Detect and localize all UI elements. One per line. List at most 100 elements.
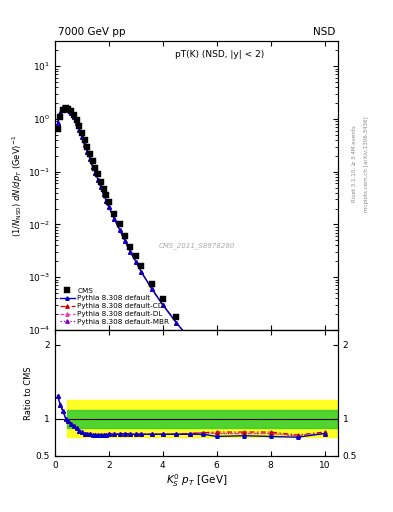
Pythia 8.308 default-MBR bbox=[268, 419, 273, 425]
Pythia 8.308 default bbox=[123, 238, 127, 244]
Pythia 8.308 default-MBR bbox=[85, 149, 90, 155]
Pythia 8.308 default-DL bbox=[187, 336, 192, 342]
Pythia 8.308 default-CD bbox=[80, 134, 84, 140]
Pythia 8.308 default-DL bbox=[66, 106, 71, 113]
Pythia 8.308 default-CD bbox=[72, 114, 76, 120]
Pythia 8.308 default-DL bbox=[139, 269, 143, 275]
Pythia 8.308 default-CD bbox=[107, 204, 111, 210]
CMS bbox=[150, 281, 154, 287]
Pythia 8.308 default-CD bbox=[61, 104, 66, 111]
Pythia 8.308 default bbox=[66, 106, 71, 113]
Pythia 8.308 default-MBR bbox=[139, 269, 143, 275]
Pythia 8.308 default-MBR bbox=[134, 259, 138, 265]
CMS bbox=[268, 414, 273, 420]
Pythia 8.308 default-DL bbox=[322, 477, 327, 483]
Pythia 8.308 default-DL bbox=[241, 395, 246, 401]
CMS bbox=[139, 263, 143, 269]
Pythia 8.308 default-DL bbox=[72, 114, 76, 120]
Pythia 8.308 default-MBR bbox=[55, 119, 60, 125]
Pythia 8.308 default-DL bbox=[74, 120, 79, 126]
Bar bbox=[67, 410, 338, 428]
Pythia 8.308 default-CD bbox=[69, 110, 73, 116]
Pythia 8.308 default bbox=[214, 368, 219, 374]
Pythia 8.308 default-CD bbox=[101, 191, 106, 197]
CMS bbox=[241, 390, 246, 396]
Text: CMS_2011_S8978280: CMS_2011_S8978280 bbox=[158, 242, 235, 249]
Pythia 8.308 default-CD bbox=[118, 227, 122, 233]
CMS bbox=[63, 105, 68, 111]
Pythia 8.308 default-MBR bbox=[99, 184, 103, 190]
Text: Rivet 3.1.10, ≥ 3.4M events: Rivet 3.1.10, ≥ 3.4M events bbox=[352, 125, 357, 202]
Pythia 8.308 default-MBR bbox=[88, 156, 92, 162]
CMS bbox=[104, 192, 108, 198]
Pythia 8.308 default bbox=[69, 110, 73, 116]
Pythia 8.308 default-CD bbox=[295, 444, 300, 450]
Pythia 8.308 default-DL bbox=[128, 249, 133, 255]
CMS bbox=[69, 108, 73, 114]
Pythia 8.308 default-CD bbox=[88, 156, 92, 162]
CMS bbox=[214, 361, 219, 368]
Pythia 8.308 default bbox=[74, 120, 79, 126]
Pythia 8.308 default-MBR bbox=[201, 352, 206, 358]
Pythia 8.308 default bbox=[104, 198, 108, 204]
Line: Pythia 8.308 default-MBR: Pythia 8.308 default-MBR bbox=[56, 105, 326, 482]
Pythia 8.308 default bbox=[112, 216, 117, 222]
Pythia 8.308 default-MBR bbox=[150, 286, 154, 292]
CMS bbox=[128, 244, 133, 250]
Pythia 8.308 default bbox=[101, 191, 106, 197]
Pythia 8.308 default-DL bbox=[134, 259, 138, 265]
CMS bbox=[74, 117, 79, 123]
Pythia 8.308 default-MBR bbox=[187, 336, 192, 342]
Pythia 8.308 default-CD bbox=[139, 269, 143, 275]
Pythia 8.308 default bbox=[96, 177, 101, 183]
Pythia 8.308 default-MBR bbox=[58, 110, 63, 116]
Pythia 8.308 default-CD bbox=[160, 302, 165, 308]
Y-axis label: Ratio to CMS: Ratio to CMS bbox=[24, 366, 33, 420]
Pythia 8.308 default-CD bbox=[112, 216, 117, 222]
Pythia 8.308 default-DL bbox=[69, 110, 73, 116]
Text: 7000 GeV pp: 7000 GeV pp bbox=[58, 27, 125, 37]
CMS bbox=[77, 123, 82, 130]
CMS bbox=[123, 233, 127, 239]
Pythia 8.308 default-CD bbox=[82, 142, 87, 148]
Pythia 8.308 default-CD bbox=[66, 106, 71, 113]
Line: Pythia 8.308 default: Pythia 8.308 default bbox=[56, 105, 326, 482]
Pythia 8.308 default bbox=[295, 445, 300, 451]
Pythia 8.308 default-DL bbox=[118, 227, 122, 233]
Pythia 8.308 default bbox=[160, 302, 165, 308]
Pythia 8.308 default bbox=[58, 110, 63, 116]
Pythia 8.308 default bbox=[80, 134, 84, 140]
Pythia 8.308 default bbox=[72, 114, 76, 120]
CMS bbox=[80, 130, 84, 136]
Text: NSD: NSD bbox=[313, 27, 335, 37]
Pythia 8.308 default-MBR bbox=[96, 177, 101, 183]
Pythia 8.308 default-DL bbox=[96, 177, 101, 183]
Bar bbox=[67, 400, 338, 437]
Pythia 8.308 default-MBR bbox=[101, 191, 106, 197]
Pythia 8.308 default bbox=[63, 105, 68, 111]
Pythia 8.308 default-MBR bbox=[80, 134, 84, 140]
Pythia 8.308 default-DL bbox=[201, 352, 206, 358]
Pythia 8.308 default-DL bbox=[160, 302, 165, 308]
Pythia 8.308 default-CD bbox=[55, 119, 60, 125]
Pythia 8.308 default bbox=[93, 170, 98, 176]
Pythia 8.308 default-DL bbox=[107, 204, 111, 210]
Pythia 8.308 default bbox=[241, 396, 246, 402]
Pythia 8.308 default-DL bbox=[214, 367, 219, 373]
CMS bbox=[107, 199, 111, 205]
CMS bbox=[160, 296, 165, 303]
Pythia 8.308 default-MBR bbox=[74, 120, 79, 126]
CMS bbox=[90, 158, 95, 164]
CMS bbox=[112, 210, 117, 217]
Pythia 8.308 default-CD bbox=[214, 366, 219, 372]
Pythia 8.308 default-DL bbox=[55, 119, 60, 125]
Pythia 8.308 default-MBR bbox=[66, 106, 71, 113]
Pythia 8.308 default-CD bbox=[90, 163, 95, 169]
Pythia 8.308 default-DL bbox=[174, 319, 179, 326]
Pythia 8.308 default bbox=[61, 104, 66, 111]
CMS bbox=[61, 106, 66, 113]
Pythia 8.308 default bbox=[268, 421, 273, 427]
CMS bbox=[134, 253, 138, 259]
Pythia 8.308 default-MBR bbox=[72, 114, 76, 120]
CMS bbox=[201, 347, 206, 353]
